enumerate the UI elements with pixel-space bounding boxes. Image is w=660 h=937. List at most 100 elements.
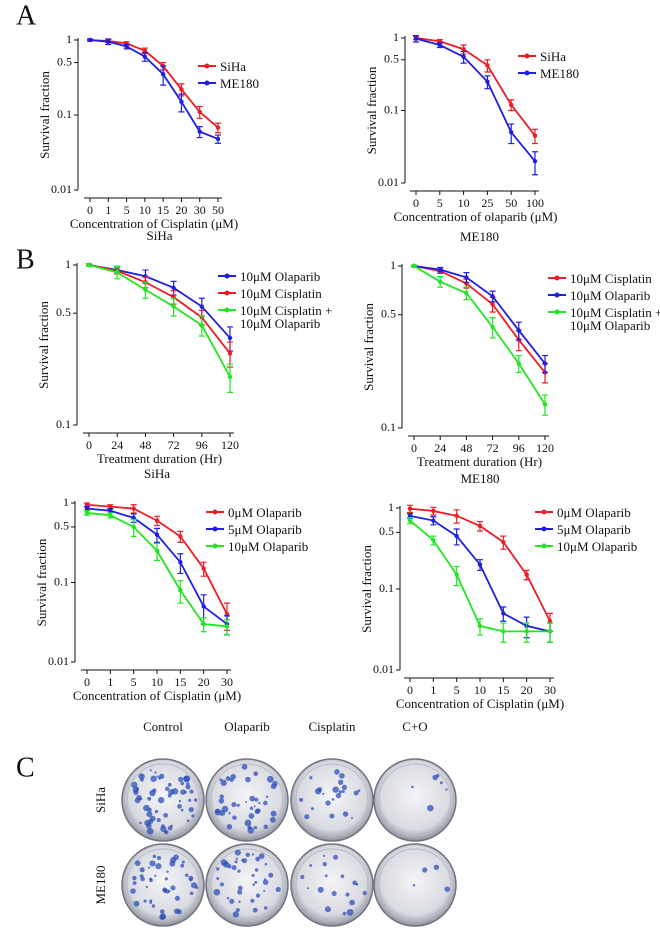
- legend-entry: 10μM Cisplatin + 10μM Olaparib: [240, 304, 332, 330]
- colony: [170, 824, 173, 828]
- data-point: [532, 133, 538, 138]
- colony: [317, 787, 323, 792]
- colony: [232, 815, 237, 820]
- x-axis-label: Treatment duration (Hr): [97, 451, 222, 466]
- legend-label: 0μM Olaparib: [557, 506, 631, 520]
- colony: [186, 782, 190, 786]
- colony: [149, 877, 153, 881]
- colony: [160, 825, 167, 833]
- colony: [157, 796, 165, 804]
- data-point: [542, 361, 548, 366]
- colony: [171, 788, 179, 795]
- y-axis-label: Survival fraction: [359, 545, 374, 633]
- legend-swatch: [554, 275, 560, 281]
- colony: [152, 854, 157, 859]
- data-point: [464, 290, 469, 296]
- data-point: [413, 36, 419, 41]
- colony: [149, 815, 156, 822]
- dish-rim: [295, 763, 369, 837]
- data-point: [407, 506, 413, 511]
- legend-label: SiHa: [220, 60, 246, 74]
- data-point: [160, 71, 166, 77]
- legend-entry: SiHa: [220, 60, 246, 74]
- colony: [219, 882, 224, 887]
- legend-entry: 10μM Olaparib: [570, 289, 650, 302]
- legend-entry: 0μM Olaparib: [228, 506, 302, 519]
- colony: [237, 889, 243, 895]
- x-tick-label: 10: [151, 675, 163, 689]
- colony: [332, 786, 339, 793]
- colony: [183, 775, 190, 783]
- colony: [254, 868, 259, 872]
- colony: [189, 789, 194, 794]
- data-point: [516, 361, 521, 366]
- legend-swatch: [212, 509, 218, 515]
- chart-title: ME180: [461, 471, 500, 486]
- colony: [147, 807, 152, 812]
- data-point: [454, 572, 459, 577]
- x-tick-label: 0: [84, 675, 90, 689]
- colony: [242, 858, 248, 864]
- colony: [342, 911, 347, 916]
- column-label: Cisplatin: [309, 719, 356, 734]
- legend-swatch: [541, 526, 547, 532]
- legend-entry: 10μM Cisplatin: [570, 272, 652, 285]
- colony: [149, 901, 152, 904]
- dish-rim: [378, 848, 452, 922]
- colony: [177, 804, 182, 809]
- legend-entry: 0μM Olaparib: [557, 506, 631, 520]
- colony: [268, 872, 274, 878]
- culture-dish: [205, 758, 289, 842]
- series-line: [413, 265, 546, 365]
- colony: [411, 785, 414, 789]
- colony: [338, 779, 344, 785]
- colony: [139, 874, 144, 879]
- data-point: [438, 267, 443, 272]
- x-tick-label: 0: [413, 196, 419, 210]
- culture-dish: [373, 758, 457, 842]
- data-point: [178, 534, 183, 539]
- colony: [249, 806, 254, 810]
- colony: [237, 885, 243, 891]
- data-point: [524, 629, 529, 634]
- legend-label: ME180: [220, 77, 259, 91]
- data-point: [154, 532, 160, 537]
- chart-title: SiHa: [144, 466, 170, 481]
- colony: [154, 771, 157, 774]
- x-tick-label: 25: [481, 196, 493, 210]
- dish-rim: [126, 763, 200, 837]
- legend-entry: 10μM Cisplatin: [240, 287, 322, 300]
- x-tick-label: 5: [124, 203, 130, 217]
- colony: [149, 860, 156, 867]
- colony: [252, 883, 255, 887]
- colony: [154, 809, 159, 814]
- colony: [195, 885, 199, 889]
- colony: [180, 863, 185, 868]
- y-tick-label: 0.1: [384, 102, 399, 116]
- colony: [349, 899, 355, 906]
- colony: [138, 773, 145, 780]
- data-point: [438, 279, 443, 284]
- colony: [132, 881, 137, 886]
- legend-label: 10μM Olaparib: [557, 540, 638, 554]
- data-point: [542, 402, 548, 407]
- colony: [444, 886, 450, 892]
- colony: [228, 812, 231, 815]
- colony: [267, 775, 274, 783]
- colony: [433, 864, 440, 870]
- data-point: [547, 629, 553, 634]
- colony: [253, 825, 258, 830]
- legend-label: 10μM Olaparib: [240, 270, 321, 284]
- colony: [183, 790, 187, 794]
- colony: [270, 783, 277, 790]
- colony: [353, 790, 359, 796]
- x-tick-label: 48: [460, 441, 472, 455]
- row-label: SiHa: [93, 787, 108, 813]
- chart-title: ME180: [460, 229, 499, 244]
- colony: [331, 798, 335, 801]
- data-point: [201, 604, 206, 609]
- x-tick-label: 1: [430, 683, 436, 697]
- x-tick-label: 10: [458, 196, 470, 210]
